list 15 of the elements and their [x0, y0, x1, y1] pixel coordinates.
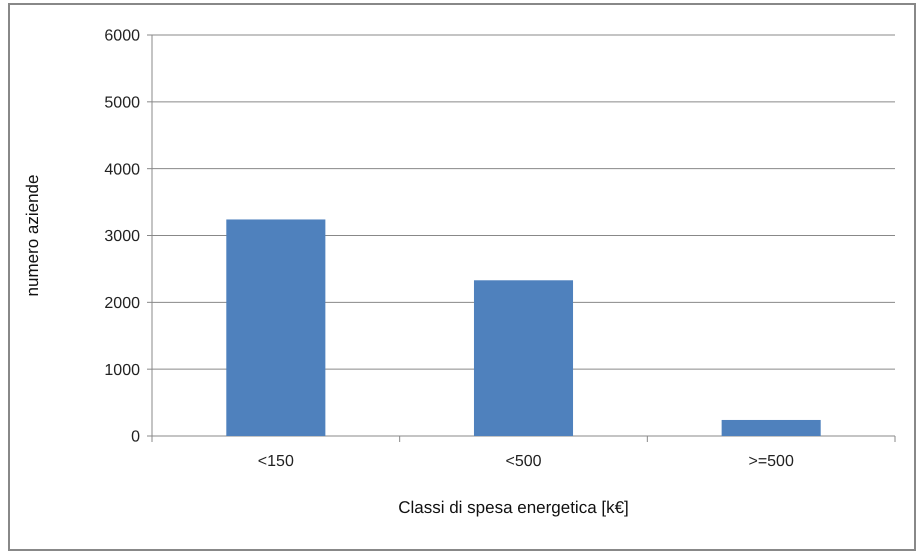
x-axis-title: Classi di spesa energetica [k€] [398, 498, 629, 517]
x-tick-label: <500 [505, 453, 542, 470]
y-tick-label: 1000 [104, 362, 140, 379]
y-tick-label: 4000 [104, 161, 140, 178]
y-tick-label: 3000 [104, 228, 140, 246]
y-tick-label: 6000 [104, 28, 140, 45]
bar [722, 420, 821, 436]
x-tick-label: <150 [258, 453, 294, 470]
bar [226, 219, 326, 436]
y-tick-label: 5000 [104, 94, 140, 112]
x-tick-label: >=500 [748, 453, 794, 470]
y-tick-label: 0 [131, 428, 140, 446]
y-tick-label: 2000 [104, 294, 140, 312]
bar [474, 280, 574, 436]
y-axis-title: numero aziende [23, 174, 42, 296]
